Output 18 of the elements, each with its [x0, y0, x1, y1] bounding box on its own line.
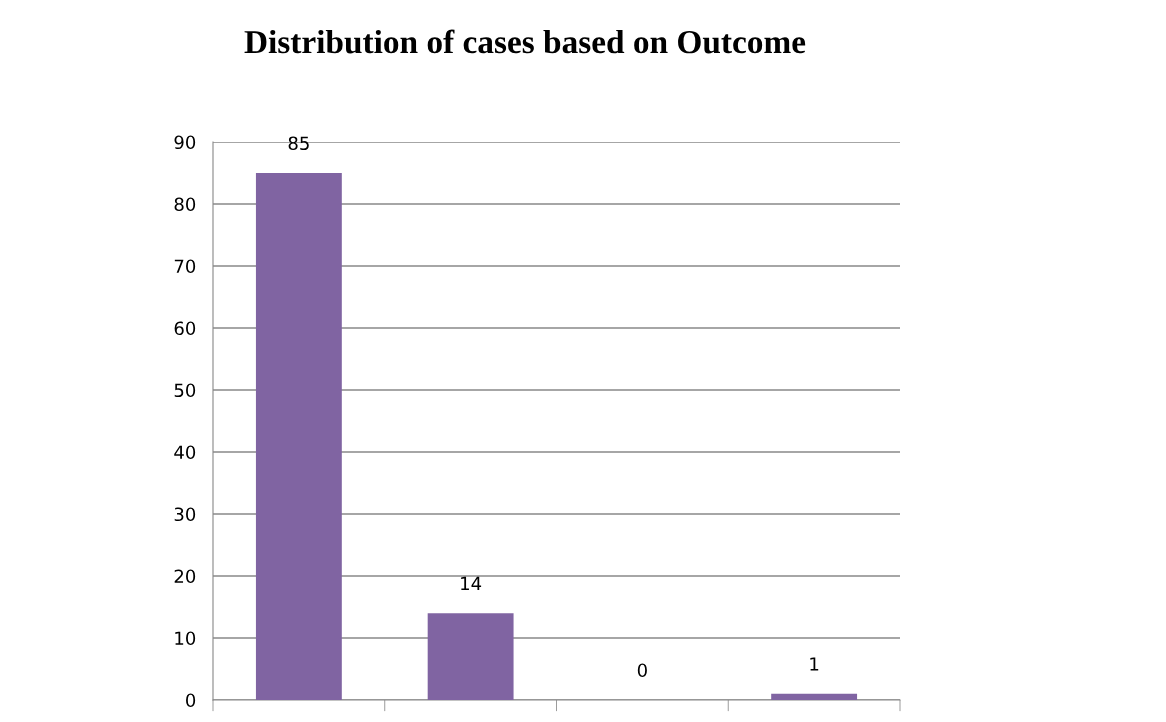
y-tick-label: 10 — [175, 631, 196, 646]
data-label: 1 — [810, 657, 819, 671]
data-label: 14 — [461, 576, 482, 590]
bar — [255, 173, 342, 700]
y-tick-label: 60 — [174, 321, 196, 336]
y-tick-label: 40 — [174, 445, 196, 460]
y-tick-label: 80 — [174, 197, 196, 212]
y-tick-label: 0 — [186, 693, 196, 708]
bar — [427, 613, 514, 700]
y-tick-label: 70 — [174, 259, 196, 274]
y-tick-label: 50 — [174, 383, 196, 398]
data-label: 0 — [637, 663, 647, 678]
bar — [771, 693, 858, 700]
y-tick-label: 30 — [174, 507, 196, 522]
y-tick-label: 90 — [174, 135, 196, 150]
y-tick-label: 20 — [174, 569, 196, 584]
chart-title: Distribution of cases based on Outcome — [244, 29, 806, 54]
data-label: 85 — [288, 136, 309, 151]
